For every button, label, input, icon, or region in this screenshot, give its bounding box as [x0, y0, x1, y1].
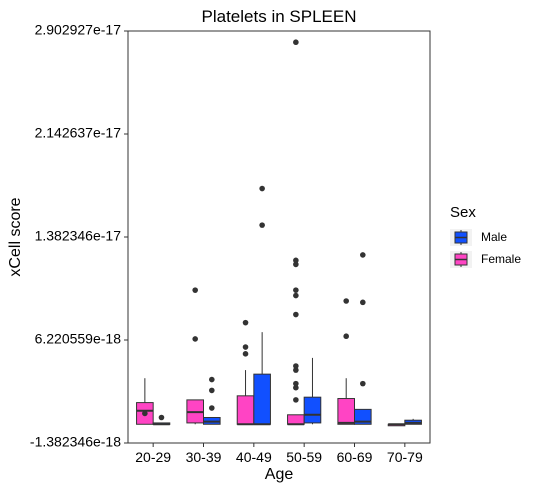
- y-tick-label: 2.902927e-17: [35, 22, 122, 38]
- y-tick-label: 1.382346e-17: [35, 228, 122, 244]
- outlier-point: [158, 414, 165, 421]
- box: [354, 408, 372, 425]
- x-tick-label: 20-29: [135, 449, 171, 465]
- y-tick-label: 2.142637e-17: [35, 125, 122, 141]
- outlier-point: [242, 344, 249, 350]
- outlier-point: [293, 39, 299, 46]
- outlier-point: [293, 311, 299, 318]
- box: [253, 373, 271, 425]
- outlier-point: [360, 252, 366, 258]
- y-axis-title: xCell score: [7, 197, 24, 276]
- outlier-point: [142, 410, 148, 417]
- box-female-30-39: [186, 287, 204, 425]
- outlier-point: [293, 292, 299, 299]
- outlier-point: [343, 333, 349, 340]
- outlier-point: [293, 367, 299, 373]
- outlier-point: [293, 363, 299, 369]
- legend: Sex Male Female: [450, 204, 521, 268]
- box-female-70-79: [387, 423, 406, 427]
- box-male-50-59: [303, 357, 322, 425]
- outlier-point: [242, 319, 249, 326]
- outlier-point: [293, 257, 299, 264]
- box-male-40-49: [253, 185, 271, 426]
- chart-title: Platelets in SPLEEN: [202, 7, 357, 26]
- outlier-point: [242, 351, 249, 357]
- outlier-point: [360, 380, 366, 387]
- outlier-point: [293, 397, 299, 403]
- outlier-point: [360, 299, 366, 306]
- legend-label: Female: [481, 252, 521, 266]
- y-tick-label: 6.220559e-18: [35, 331, 122, 347]
- box-female-20-29: [136, 378, 154, 425]
- y-tick-label: -1.382346e-18: [30, 434, 121, 450]
- outlier-point: [259, 185, 265, 192]
- plot-panel: [127, 30, 431, 444]
- outlier-point: [293, 287, 299, 293]
- x-axis-title: Age: [265, 466, 294, 483]
- outlier-point: [259, 222, 265, 228]
- box-male-60-69: [354, 252, 372, 425]
- box: [287, 414, 305, 425]
- outlier-point: [209, 376, 215, 383]
- x-tick-label: 30-39: [186, 449, 222, 465]
- legend-label: Male: [481, 230, 507, 244]
- outlier-point: [192, 287, 198, 293]
- box-male-20-29: [152, 414, 171, 426]
- outlier-point: [209, 405, 215, 411]
- legend-title: Sex: [450, 204, 476, 221]
- outlier-point: [209, 387, 215, 394]
- outlier-point: [343, 298, 349, 304]
- box-female-40-49: [236, 319, 255, 426]
- box-male-70-79: [404, 418, 422, 425]
- x-tick-label: 60-69: [337, 449, 373, 465]
- box: [303, 396, 322, 424]
- x-tick-label: 70-79: [387, 449, 423, 465]
- legend-item-female: Female: [450, 251, 521, 268]
- box-male-30-39: [203, 376, 221, 425]
- box: [337, 398, 356, 425]
- outlier-point: [293, 384, 299, 391]
- outlier-point: [293, 380, 299, 387]
- boxplot-marks: [136, 39, 422, 427]
- x-axis: 20-29 30-39 40-49 50-59 60-69 70-79: [135, 443, 423, 465]
- outlier-point: [192, 336, 198, 342]
- outlier-point: [293, 261, 299, 268]
- legend-item-male: Male: [450, 229, 507, 246]
- box: [236, 395, 255, 425]
- x-tick-label: 40-49: [236, 449, 272, 465]
- x-tick-label: 50-59: [286, 449, 322, 465]
- y-axis: -1.382346e-18 6.220559e-18 1.382346e-17 2.1…: [30, 22, 128, 450]
